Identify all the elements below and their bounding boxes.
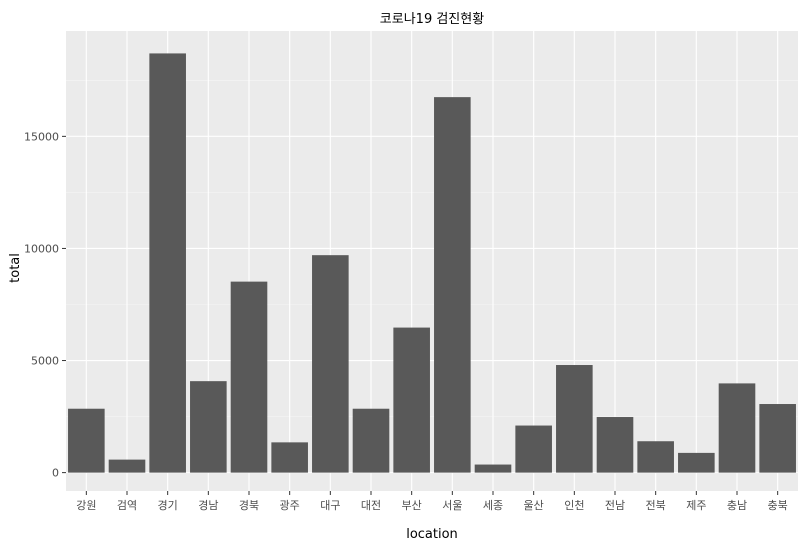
bars xyxy=(68,53,796,473)
plot-panel xyxy=(66,31,798,491)
x-tick-label: 세종 xyxy=(483,499,503,512)
x-axis-ticks: 강원 검역 경기 경남 경북 광주 대구 대전 부산 서울 세종 울산 인천 전남 전북 제주 충남 충북 xyxy=(76,491,788,512)
y-tick-label: 10000 xyxy=(24,242,59,255)
x-tick-label: 울산 xyxy=(524,499,544,512)
y-axis-ticks: 0 5000 10000 15000 xyxy=(24,130,66,480)
bar xyxy=(312,255,349,473)
y-axis-title: total xyxy=(8,253,23,283)
bar xyxy=(637,441,674,473)
bar xyxy=(718,383,756,473)
x-tick-label: 대구 xyxy=(320,499,340,512)
x-tick-label: 광주 xyxy=(280,499,300,512)
bar xyxy=(68,408,105,473)
x-tick-label: 충남 xyxy=(727,499,747,512)
x-tick-label: 충북 xyxy=(768,499,788,512)
x-tick-label: 경북 xyxy=(239,499,259,512)
y-tick-label: 5000 xyxy=(31,355,59,368)
bar xyxy=(474,464,512,473)
x-tick-label: 부산 xyxy=(402,499,422,512)
chart-title: 코로나19 검진현황 xyxy=(380,12,484,27)
bar xyxy=(556,365,593,473)
bar xyxy=(149,53,186,473)
bar xyxy=(678,452,715,473)
bar xyxy=(515,425,552,473)
x-tick-label: 서울 xyxy=(442,499,462,512)
x-tick-label: 강원 xyxy=(76,499,96,512)
bar xyxy=(434,97,471,473)
bar xyxy=(230,281,268,473)
x-tick-label: 전북 xyxy=(646,499,666,512)
x-tick-label: 제주 xyxy=(686,499,706,512)
x-tick-label: 경기 xyxy=(158,499,178,512)
bar xyxy=(759,404,796,473)
bar xyxy=(108,459,146,473)
x-tick-label: 검역 xyxy=(117,499,137,512)
y-tick-label: 0 xyxy=(52,467,59,480)
bar xyxy=(271,442,308,473)
bar xyxy=(596,417,634,473)
x-tick-label: 경남 xyxy=(198,499,218,512)
bar xyxy=(393,327,430,473)
bar xyxy=(190,381,227,473)
x-axis-title: location xyxy=(406,527,458,542)
x-tick-label: 전남 xyxy=(605,499,625,512)
x-tick-label: 인천 xyxy=(564,498,584,512)
y-tick-label: 15000 xyxy=(24,130,59,143)
bar xyxy=(352,408,390,473)
x-tick-label: 대전 xyxy=(361,499,381,512)
